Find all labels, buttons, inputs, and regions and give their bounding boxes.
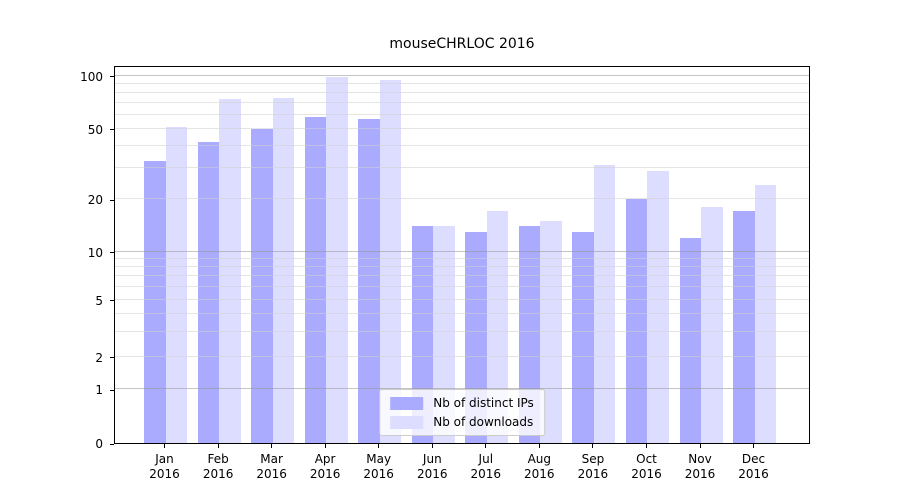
x-axis-tick <box>217 444 219 448</box>
x-axis-tick <box>164 444 165 448</box>
legend-swatch-downloads <box>390 415 424 429</box>
y-axis-tick <box>110 129 114 131</box>
x-axis-label: May 2016 <box>363 452 394 481</box>
gridline-minor <box>115 198 809 199</box>
gridline-minor <box>115 144 809 146</box>
y-axis-tick <box>110 76 114 78</box>
x-axis-label: Dec 2016 <box>738 452 769 481</box>
x-axis-tick <box>485 444 487 448</box>
x-axis-label: Nov 2016 <box>684 452 716 481</box>
x-axis-tick <box>753 444 754 448</box>
x-axis-tick <box>378 444 380 448</box>
bar-distinct-ips <box>197 142 220 443</box>
legend-item-distinct-ips: Nb of distinct IPs <box>390 396 534 410</box>
x-axis-tick <box>324 444 326 448</box>
chart-title: mouseCHRLOC 2016 <box>389 36 535 52</box>
x-axis-label: Jun 2016 <box>417 452 448 481</box>
y-axis-label: 0 <box>95 437 103 451</box>
gridline-minor <box>115 275 809 277</box>
x-axis-label: Mar 2016 <box>256 452 287 481</box>
gridline-minor <box>115 312 809 314</box>
bar-downloads <box>540 220 562 443</box>
y-axis-label: 100 <box>80 69 103 84</box>
legend-label-downloads: Nb of downloads <box>433 415 534 429</box>
gridline-minor <box>115 82 809 84</box>
gridline-minor <box>115 330 809 332</box>
bar-downloads <box>326 77 348 443</box>
x-axis-label: Oct 2016 <box>631 452 662 481</box>
bar-downloads <box>219 98 241 443</box>
x-axis-tick <box>431 444 433 448</box>
x-axis-tick <box>538 444 540 448</box>
bar-distinct-ips <box>733 211 755 443</box>
x-axis-label: Apr 2016 <box>309 452 341 481</box>
legend-item-downloads: Nb of downloads <box>390 415 534 429</box>
gridline-major <box>115 74 809 76</box>
plot-area: Nb of distinct IPs Nb of downloads <box>114 66 810 444</box>
x-axis-label: Jul 2016 <box>470 452 502 481</box>
y-axis-label: 5 <box>95 293 103 308</box>
y-axis-tick <box>110 389 114 391</box>
bar-distinct-ips <box>358 118 380 443</box>
gridline-minor <box>115 286 809 288</box>
y-axis-tick <box>110 443 114 445</box>
gridline-minor <box>115 91 809 93</box>
gridline-minor <box>115 127 809 129</box>
x-axis-tick <box>699 444 701 448</box>
gridline-minor <box>115 113 809 115</box>
legend: Nb of distinct IPs Nb of downloads <box>379 389 545 436</box>
y-axis-tick <box>110 357 114 359</box>
x-axis-tick <box>271 444 273 448</box>
gridline-minor <box>115 102 809 103</box>
gridline-minor <box>115 258 809 259</box>
gridline-minor <box>115 166 809 168</box>
legend-label-distinct-ips: Nb of distinct IPs <box>433 396 534 410</box>
legend-swatch-distinct-ips <box>390 396 424 410</box>
gridline-minor <box>115 298 809 300</box>
x-axis-label: Sep 2016 <box>577 452 609 481</box>
x-axis-tick <box>592 444 594 448</box>
bar-distinct-ips <box>625 199 648 443</box>
bar-downloads <box>165 127 187 443</box>
bar-downloads <box>754 185 777 443</box>
bar-distinct-ips <box>251 128 273 443</box>
gridline-major <box>115 388 809 389</box>
bar-distinct-ips <box>144 160 166 443</box>
grid-layer <box>115 67 809 443</box>
y-axis-tick <box>110 252 114 254</box>
bar-downloads <box>593 165 616 443</box>
y-axis-label: 10 <box>87 245 103 260</box>
y-axis-tick <box>110 300 114 302</box>
y-axis-label: 50 <box>87 122 103 137</box>
gridline-minor <box>115 266 809 268</box>
y-axis-label: 2 <box>95 350 103 365</box>
y-axis-tick <box>110 199 114 201</box>
bar-downloads <box>701 207 723 443</box>
bar-downloads <box>647 170 669 443</box>
bar-distinct-ips <box>679 237 701 443</box>
bar-distinct-ips <box>572 231 594 443</box>
bar-downloads <box>486 211 509 443</box>
gridline-minor <box>115 355 809 357</box>
x-axis-label: Jan 2016 <box>149 452 180 481</box>
y-axis-label: 20 <box>87 193 103 207</box>
y-axis-label: 1 <box>95 383 103 397</box>
gridline-major <box>115 250 809 252</box>
x-axis-label: Aug 2016 <box>524 452 555 481</box>
bar-downloads <box>379 80 402 443</box>
x-axis-tick <box>646 444 647 448</box>
x-axis-label: Feb 2016 <box>202 452 234 481</box>
